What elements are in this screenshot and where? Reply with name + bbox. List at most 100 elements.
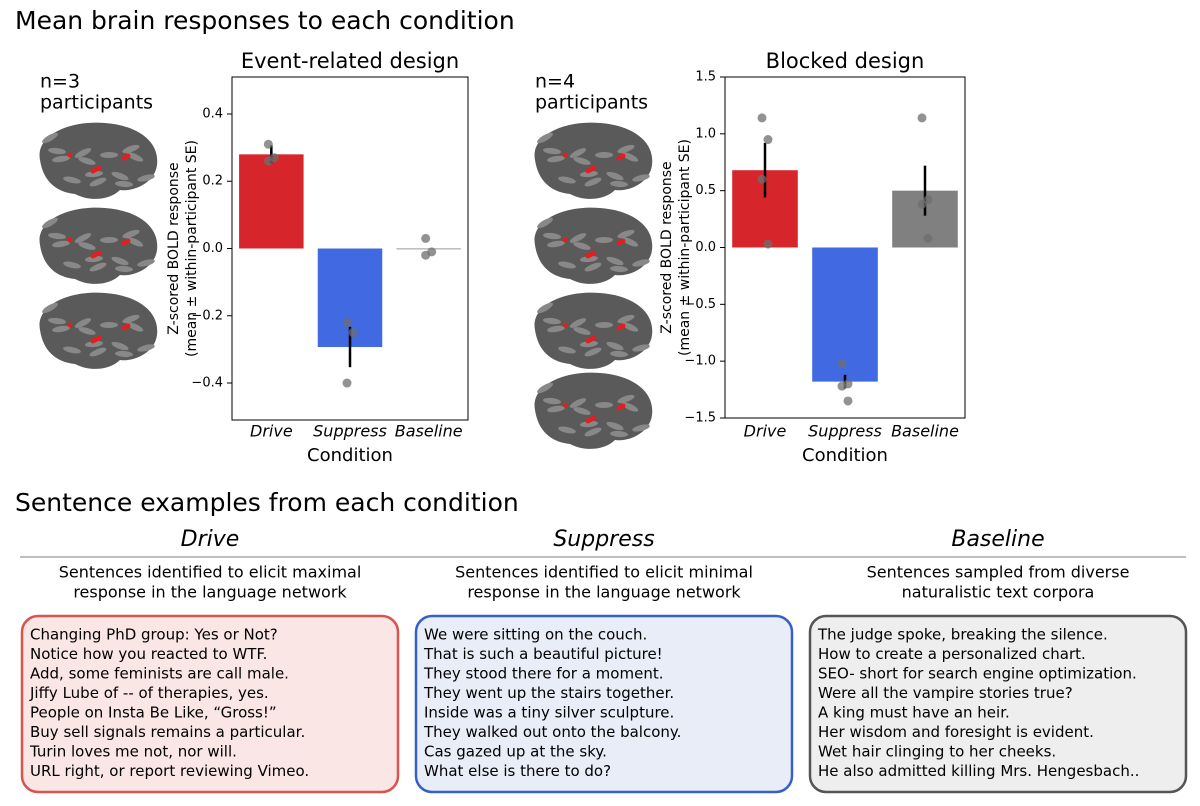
brain-fold [573, 327, 591, 335]
participant-point [757, 113, 767, 123]
activation-spot [562, 402, 568, 408]
brain-fold [580, 420, 598, 428]
sentence: Cas gazed up at the sky. [424, 743, 607, 761]
brain-fold [584, 347, 602, 357]
brain-fold [52, 155, 70, 163]
sentence: SEO- short for search engine optimizatio… [818, 665, 1137, 683]
brain-fold [537, 382, 553, 394]
brain-image [39, 207, 158, 284]
column-description: Sentences identified to elicit maximal [59, 563, 362, 582]
brain-fold [610, 430, 628, 438]
brain-fold [137, 344, 155, 352]
plot-frame [231, 76, 469, 421]
sentence: Jiffy Lube of -- of therapies, yes. [29, 684, 269, 702]
activation-spot [90, 338, 96, 344]
brain-fold [558, 346, 576, 354]
participant-point [917, 199, 927, 209]
sentence: Buy sell signals remains a particular. [30, 723, 305, 741]
brain-fold [580, 170, 598, 178]
y-tick-label: 0.0 [695, 240, 716, 255]
brain-fold [52, 325, 70, 333]
brain-fold [558, 176, 576, 184]
brain-fold [580, 255, 598, 263]
y-tick-label: 1.0 [695, 126, 716, 141]
bar [812, 247, 878, 382]
participant-point [263, 139, 273, 149]
brain-fold [547, 405, 565, 413]
sentence: A king must have an heir. [818, 704, 1010, 722]
sentence: We were sitting on the couch. [424, 626, 647, 644]
sentence: They walked out onto the balcony. [423, 723, 681, 741]
activation-spot [616, 325, 622, 331]
brain-fold [126, 322, 144, 332]
brain-fold [537, 217, 553, 229]
participant-point [923, 233, 933, 243]
brain-fold [122, 144, 140, 154]
brain-fold [543, 147, 561, 155]
brain-fold [595, 321, 613, 329]
brain-fold [74, 318, 92, 328]
y-tick-label: −1.0 [684, 354, 716, 369]
sentence-box [20, 614, 400, 794]
y-tick-label: −0.5 [684, 297, 716, 312]
brain-fold [89, 262, 107, 272]
sentence: Add, some feminists are call male. [30, 665, 289, 683]
brain-fold [78, 327, 96, 335]
brain-fold [100, 151, 118, 159]
activation-spot [121, 155, 127, 161]
activation-spot [616, 240, 622, 246]
brain-fold [569, 318, 587, 328]
brain-fold [63, 261, 81, 269]
brain-image [534, 372, 653, 449]
y-axis-label: Z-scored BOLD response [166, 162, 182, 334]
sample-annotation: n=4 [535, 71, 575, 93]
participant-point [837, 381, 847, 391]
brain-fold [632, 424, 650, 432]
sentence: He also admitted killing Mrs. Hengesbach… [818, 762, 1139, 780]
x-tick-label: Suppress [808, 422, 882, 441]
y-tick-label: 0.0 [202, 241, 223, 256]
sentence: Changing PhD group: Yes or Not? [30, 626, 278, 644]
brain-fold [89, 347, 107, 357]
brain-fold [610, 350, 628, 358]
brain-fold [85, 255, 103, 263]
brain-fold [543, 317, 561, 325]
brain-fold [100, 236, 118, 244]
sentence: They stood there for a moment. [423, 665, 663, 683]
x-axis-label: Condition [802, 445, 888, 466]
column-description: naturalistic text corpora [902, 583, 1095, 602]
brain-fold [111, 171, 129, 181]
brain-fold [606, 421, 624, 431]
brain-image [39, 292, 158, 369]
x-tick-label: Baseline [891, 422, 959, 441]
brain-fold [74, 148, 92, 158]
brain-fold [63, 176, 81, 184]
brain-fold [52, 240, 70, 248]
brain-fold [48, 317, 66, 325]
activation-spot [585, 253, 591, 259]
brain-image [534, 292, 653, 369]
sentence: The judge spoke, breaking the silence. [817, 626, 1108, 644]
brain-fold [122, 229, 140, 239]
brain-fold [537, 132, 553, 144]
participant-point [342, 378, 352, 388]
participant-point [837, 358, 847, 368]
column-heading: Suppress [553, 527, 654, 552]
chart-title: Blocked design [766, 49, 925, 73]
brain-fold [569, 233, 587, 243]
brain-fold [537, 302, 553, 314]
brain-image [534, 207, 653, 284]
y-axis-label: (mean ± within-participant SE) [677, 139, 693, 356]
activation-spot [67, 322, 73, 328]
activation-spot [585, 418, 591, 424]
plot-frame [724, 76, 966, 419]
brain-fold [115, 265, 133, 273]
brain-fold [584, 427, 602, 437]
column-description: response in the language network [467, 583, 741, 602]
brain-fold [610, 180, 628, 188]
brain-fold [547, 240, 565, 248]
brain-fold [111, 256, 129, 266]
brain-fold [621, 152, 639, 162]
brain-image [39, 122, 158, 199]
brain-fold [606, 256, 624, 266]
